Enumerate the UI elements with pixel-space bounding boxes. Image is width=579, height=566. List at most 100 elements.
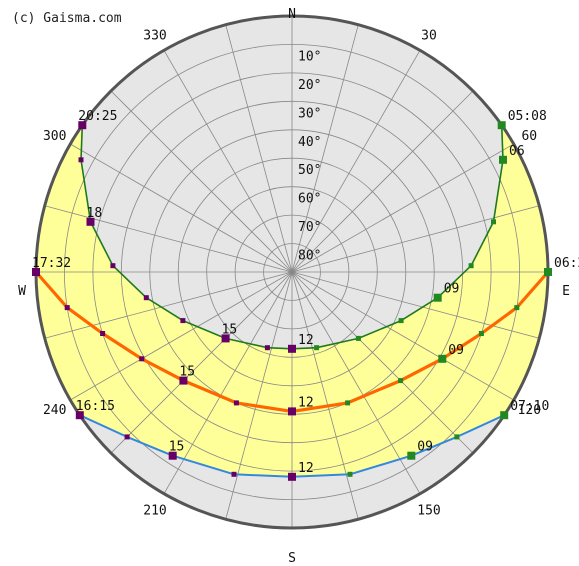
altitude-label-30: 30°	[298, 106, 321, 121]
azimuth-spoke-120	[291, 271, 514, 401]
azimuth-spoke-165	[291, 271, 359, 520]
azimuth-spoke-240	[70, 271, 293, 401]
azimuth-label-120: 120	[518, 403, 541, 418]
azimuth-spoke-60	[291, 143, 514, 273]
summer-hour-marker-1	[499, 155, 507, 164]
altitude-label-60: 60°	[298, 192, 321, 207]
summer-hour-label-4: 09	[444, 282, 460, 297]
azimuth-label-330: 330	[143, 29, 166, 44]
azimuth-spoke-315	[110, 90, 293, 273]
azimuth-label-300: 300	[43, 129, 66, 144]
summer-hour-marker-16	[78, 121, 87, 130]
azimuth-spoke-45	[291, 90, 474, 273]
credit-text: (c) Gaisma.com	[12, 11, 122, 26]
summer-hour-marker-6	[355, 335, 361, 341]
altitude-label-10: 10°	[298, 49, 321, 64]
summer-hour-label-1: 06	[509, 144, 525, 159]
winter-hour-marker-5	[231, 471, 237, 477]
winter-hour-label-4: 12	[298, 461, 314, 476]
azimuth-spoke-300	[70, 143, 293, 273]
azimuth-spoke-225	[110, 271, 293, 454]
equinox-hour-marker-7	[233, 400, 239, 406]
equinox-hour-marker-9	[139, 356, 145, 362]
equinox-hour-marker-0	[544, 268, 552, 276]
azimuth-label-210: 210	[143, 503, 166, 518]
winter-hour-marker-4	[288, 472, 296, 481]
equinox-hour-marker-10	[100, 331, 106, 336]
summer-hour-marker-8	[288, 344, 296, 353]
azimuth-spoke-285	[44, 205, 293, 273]
summer-hour-marker-10	[221, 334, 230, 343]
equinox-hour-label-3: 09	[448, 343, 464, 358]
summer-hour-marker-5	[398, 318, 404, 324]
summer-hour-marker-3	[468, 263, 474, 269]
winter-hour-marker-7	[124, 434, 130, 440]
equinox-hour-label-0: 06:2	[554, 256, 579, 271]
summer-hour-label-10: 15	[222, 322, 238, 337]
equinox-hour-marker-1	[514, 305, 520, 311]
azimuth-spoke-330	[163, 50, 293, 273]
azimuth-spoke-15	[291, 24, 359, 273]
equinox-hour-marker-6	[288, 407, 296, 416]
summer-hour-marker-4	[433, 293, 442, 302]
azimuth-label-150: 150	[417, 503, 440, 518]
altitude-label-50: 50°	[298, 163, 321, 178]
summer-hour-marker-11	[180, 318, 186, 324]
equinox-hour-marker-3	[438, 354, 447, 363]
equinox-hour-label-6: 12	[298, 395, 314, 410]
summer-hour-marker-12	[143, 295, 149, 301]
altitude-label-20: 20°	[298, 78, 321, 93]
summer-hour-marker-15	[78, 157, 84, 163]
altitude-label-40: 40°	[298, 135, 321, 150]
azimuth-label-240: 240	[43, 403, 66, 418]
equinox-hour-marker-4	[398, 378, 404, 384]
winter-hour-label-0: 07:10	[510, 399, 549, 414]
equinox-hour-label-12: 17:32	[32, 256, 71, 271]
summer-hour-marker-9	[264, 345, 270, 351]
winter-hour-marker-2	[407, 451, 416, 460]
grid-layer	[34, 14, 550, 530]
labels-layer: 05:08 06 09 12 15 18 20:25 06:2 09 12 15 17:32 07:10…	[18, 7, 579, 566]
summer-hour-label-16: 20:25	[78, 109, 117, 124]
azimuth-spoke-195	[225, 271, 293, 520]
winter-hour-marker-6	[168, 451, 177, 460]
altitude-label-70: 70°	[298, 220, 321, 235]
winter-hour-marker-3	[347, 471, 353, 477]
summer-hour-marker-7	[314, 345, 320, 351]
compass-east: E	[562, 284, 570, 299]
winter-hour-label-8: 16:15	[76, 399, 115, 414]
azimuth-spoke-345	[225, 24, 293, 273]
summer-hour-marker-0	[497, 121, 506, 130]
winter-hour-label-2: 09	[417, 440, 433, 455]
azimuth-spoke-255	[44, 271, 293, 339]
altitude-label-80: 80°	[298, 249, 321, 264]
summer-hour-label-8: 12	[298, 333, 314, 348]
summer-hour-marker-13	[110, 263, 116, 269]
azimuth-label-30: 30	[421, 29, 437, 44]
azimuth-spoke-210	[163, 271, 293, 494]
compass-south: S	[288, 551, 296, 566]
compass-west: W	[18, 284, 26, 299]
winter-hour-marker-1	[454, 434, 460, 440]
winter-hour-marker-0	[500, 411, 509, 420]
sun-paths-layer	[32, 121, 552, 481]
azimuth-label-60: 60	[521, 129, 537, 144]
azimuth-spoke-105	[291, 271, 540, 339]
compass-north: N	[288, 7, 296, 22]
equinox-hour-marker-8	[179, 376, 188, 385]
winter-hour-label-6: 15	[169, 440, 185, 455]
summer-hour-marker-2	[491, 219, 496, 225]
equinox-hour-marker-12	[32, 268, 40, 276]
summer-hour-label-0: 05:08	[508, 109, 547, 124]
azimuth-spoke-75	[291, 205, 540, 273]
summer-hour-marker-14	[86, 217, 95, 226]
equinox-hour-marker-11	[64, 305, 70, 311]
summer-hour-label-14: 18	[87, 206, 103, 221]
equinox-hour-marker-5	[345, 400, 351, 406]
azimuth-spoke-135	[291, 271, 474, 454]
winter-hour-marker-8	[75, 411, 84, 420]
equinox-hour-marker-2	[478, 331, 484, 336]
equinox-hour-label-8: 15	[179, 365, 195, 380]
azimuth-spoke-150	[291, 271, 421, 494]
